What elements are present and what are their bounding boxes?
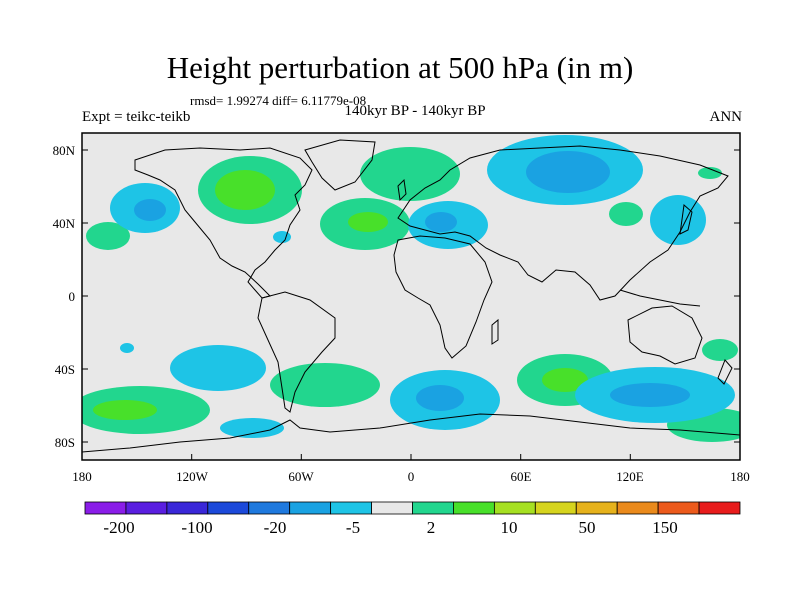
colorbar-label: -20	[263, 518, 287, 537]
anomaly-region-negative	[120, 343, 134, 353]
anomaly-region-core	[93, 400, 157, 420]
axis-ticks	[81, 149, 741, 460]
colorbar-label: 50	[578, 518, 596, 537]
anomaly-region-core	[542, 368, 588, 392]
anomaly-region-positive	[702, 339, 738, 361]
coastlines	[82, 139, 740, 453]
lat-tick-label: 40S	[54, 362, 75, 377]
lon-tick-label: 180	[730, 469, 750, 484]
anomaly-region-positive	[698, 167, 722, 179]
colorbar-label: 10	[500, 518, 518, 537]
lon-tick-label: 120W	[176, 469, 208, 484]
colorbar-box	[575, 501, 618, 515]
colorbar-label: -5	[345, 518, 361, 537]
colorbar-label: 2	[426, 518, 436, 537]
colorbar-box	[84, 501, 127, 515]
anomaly-region-core	[134, 199, 166, 221]
colorbar-label: -100	[181, 518, 213, 537]
season-label: ANN	[709, 109, 743, 125]
lon-tick-label: 60E	[510, 469, 532, 484]
anomaly-region-core	[215, 170, 275, 210]
colorbar-box	[453, 501, 495, 515]
anomaly-region-core	[610, 383, 690, 407]
anomaly-region-positive	[86, 222, 130, 250]
lon-tick-label: 60W	[288, 469, 314, 484]
colorbar-box	[125, 501, 168, 515]
lat-tick-label: 80S	[54, 435, 75, 450]
lat-tick-label: 40N	[52, 216, 75, 231]
colorbar	[84, 501, 741, 515]
anomaly-region-negative	[220, 418, 284, 438]
anomaly-region-core	[526, 151, 610, 193]
stats-line: rmsd= 1.99274 diff= 6.11779e-08	[190, 93, 367, 108]
anomaly-region-negative	[170, 345, 266, 391]
period-label: 140kyr BP - 140kyr BP	[344, 103, 486, 119]
lat-tick-label: 80N	[52, 143, 75, 158]
lon-tick-label: 0	[407, 469, 415, 484]
anomaly-region-negative	[650, 195, 706, 245]
anomaly-region-negative	[273, 231, 291, 243]
anomaly-region-core	[425, 212, 457, 232]
colorbar-box	[616, 501, 659, 515]
anomaly-region-positive	[360, 147, 460, 201]
colorbar-box	[371, 501, 413, 515]
colorbar-box	[412, 501, 454, 515]
anomaly-region-core	[348, 212, 388, 232]
colorbar-box	[698, 501, 741, 515]
anomaly-region-core	[416, 385, 464, 411]
colorbar-box	[207, 501, 250, 515]
anomaly-region-positive	[270, 363, 380, 407]
colorbar-label: -200	[103, 518, 135, 537]
colorbar-box	[493, 501, 536, 515]
experiment-label: Expt = teikc-teikb	[82, 109, 191, 125]
map-title: Height perturbation at 500 hPa (in m)	[166, 50, 634, 85]
colorbar-box	[657, 501, 700, 515]
lon-tick-label: 120E	[616, 469, 644, 484]
colorbar-label: 150	[652, 518, 678, 537]
anomaly-contours	[82, 135, 740, 442]
colorbar-box	[248, 501, 291, 515]
colorbar-box	[330, 501, 372, 515]
anomaly-region-positive	[609, 202, 643, 226]
colorbar-box	[534, 501, 577, 515]
colorbar-box	[289, 501, 332, 515]
colorbar-box	[166, 501, 209, 515]
lon-tick-label: 180	[72, 469, 92, 484]
lat-tick-label: 0	[68, 289, 76, 304]
